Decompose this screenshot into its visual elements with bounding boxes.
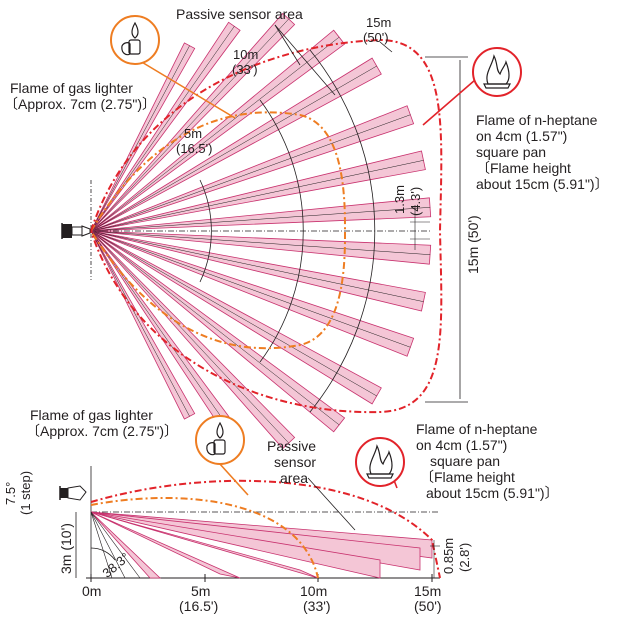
axis-0-label: 0m	[82, 583, 102, 599]
side-heptane-label-line2: on 4cm (1.57")	[416, 437, 508, 453]
side-height-label: 3m (10')	[58, 523, 74, 574]
heptane-label-line5: about 15cm (5.91")〕	[476, 176, 609, 192]
range-15m-label: 15m	[366, 15, 392, 30]
side-passive-label-line3: area	[280, 470, 309, 486]
angle-arc	[90, 547, 116, 561]
height-15m-label: 15m (50')	[465, 215, 481, 274]
side-heptane-pan-flame-icon	[355, 437, 405, 487]
tilt-label: 7.5°	[3, 481, 18, 505]
top-beam-centerline-8	[90, 207, 431, 232]
top-beam-centerline-16	[90, 230, 190, 417]
range-10m-label: 10m	[233, 47, 259, 62]
gas-lighter-label-line2: 〔Approx. 7cm (2.75")〕	[4, 96, 157, 112]
range-5m-label: 5m	[184, 126, 203, 141]
side-heptane-label-line1: Flame of n-heptane	[416, 421, 538, 437]
range-10m-ft-label: (33')	[232, 62, 258, 77]
top-beam-centerline-14	[90, 230, 289, 444]
side-beam-4	[90, 511, 319, 579]
side-steep-beam-2	[90, 511, 126, 579]
right-dim-label: 0.85m	[441, 537, 456, 574]
side-beam-3	[90, 511, 381, 579]
heptane-pan-flame-icon	[472, 47, 522, 97]
top-beam-centerline-13	[90, 230, 340, 426]
width-13m-ft-label: (4.3')	[408, 186, 423, 216]
top-beam-centerline-7	[90, 160, 424, 232]
side-heptane-label-line5: about 15cm (5.91")〕	[426, 485, 559, 501]
top-view	[61, 12, 522, 450]
top-beam-centerline-4	[90, 36, 340, 232]
axis-10-label: 10m	[300, 583, 328, 599]
gas-lighter-label-line1: Flame of gas lighter	[10, 80, 133, 96]
side-heptane-boundary	[90, 479, 441, 579]
axis-15-label: 15m	[414, 583, 442, 599]
side-heptane-label-line3: square pan	[430, 453, 501, 469]
side-gas-lighter-boundary	[90, 497, 319, 579]
side-beam-5	[90, 511, 241, 579]
side-view	[59, 415, 441, 582]
passive-sensor-label: Passive sensor area	[176, 6, 303, 22]
top-beam-centerline-10	[90, 230, 424, 302]
top-beam-centerline-3	[90, 18, 289, 232]
axis-15-ft-label: (50')	[414, 598, 442, 614]
heptane-leader	[422, 79, 476, 126]
range-5m-ft-label: (16.5')	[176, 141, 213, 156]
side-passive-label-line1: Passive	[267, 438, 317, 454]
gas-lighter-flame-icon	[110, 15, 160, 65]
gas-lighter-boundary	[89, 111, 347, 350]
gas-lighter-leader	[134, 57, 236, 119]
side-steep-beam-1	[90, 511, 141, 579]
side-gas-lighter-flame-icon	[195, 415, 245, 465]
side-passive-label-line2: sensor	[274, 454, 317, 470]
right-dim-ft-label: (2.8')	[457, 542, 472, 572]
arc-15m	[309, 49, 376, 413]
heptane-label-line3: square pan	[476, 144, 547, 160]
axis-5-label: 5m	[191, 583, 211, 599]
heptane-label-line2: on 4cm (1.57")	[476, 128, 568, 144]
top-beam-centerline-9	[90, 230, 431, 255]
heptane-boundary	[89, 38, 443, 414]
side-steep-beam-3	[90, 511, 113, 579]
top-beams	[90, 12, 432, 450]
top-beam-centerline-5	[90, 65, 377, 232]
top-beam-centerline-1	[90, 45, 190, 232]
side-heptane-label-line4: 〔Flame height	[420, 469, 515, 485]
side-gas-lighter-label-line1: Flame of gas lighter	[30, 407, 153, 423]
arc-5m	[199, 179, 212, 283]
side-gas-lighter-label-line2: 〔Approx. 7cm (2.75")〕	[26, 423, 179, 439]
top-beam-centerline-15	[90, 230, 235, 436]
top-beam-centerline-12	[90, 230, 377, 397]
heptane-label-line4: 〔Flame height	[476, 160, 571, 176]
side-beams	[90, 511, 433, 579]
sensor-icon	[61, 223, 91, 239]
side-sensor-icon	[59, 485, 87, 501]
axis-10-ft-label: (33')	[303, 598, 331, 614]
width-13m-label: 1.3m	[392, 185, 407, 214]
range-15m-ft-label: (50')	[363, 30, 389, 45]
heptane-label-line1: Flame of n-heptane	[476, 112, 598, 128]
axis-5-ft-label: (16.5')	[179, 598, 219, 614]
top-beam-centerline-2	[90, 26, 235, 232]
side-beam-6	[90, 511, 161, 579]
tilt-step-label: (1 step)	[18, 470, 33, 515]
arc-10m	[259, 99, 304, 363]
